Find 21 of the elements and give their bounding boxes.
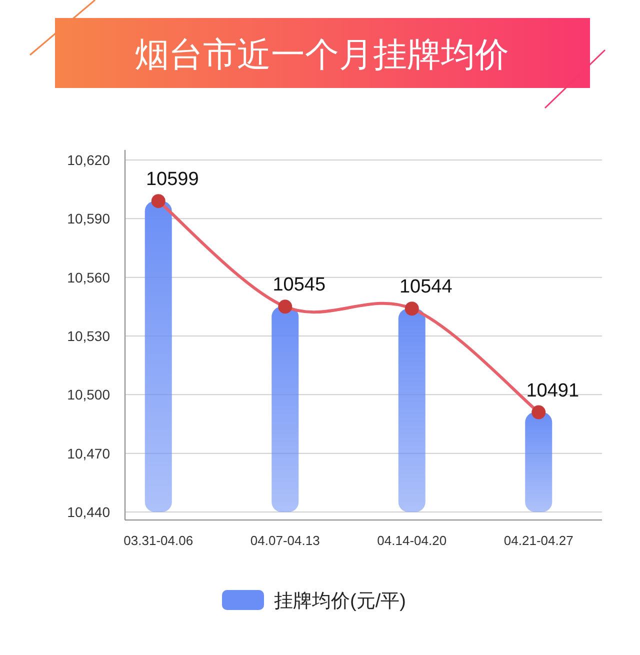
y-tick-label: 10,530 — [67, 328, 110, 344]
chart-title: 烟台市近一个月挂牌均价 — [135, 36, 509, 74]
y-tick-label: 10,560 — [67, 269, 110, 286]
point — [151, 194, 166, 208]
y-tick-label: 10,440 — [67, 504, 110, 520]
data-label: 10545 — [272, 274, 326, 296]
point — [278, 300, 292, 314]
x-tick-label: 04.21-04.27 — [504, 533, 574, 548]
data-label: 10491 — [526, 380, 580, 402]
y-tick-label: 10,500 — [67, 386, 110, 403]
y-tick-label: 10,620 — [67, 152, 110, 168]
y-tick-label: 10,590 — [67, 210, 110, 227]
legend-label: 挂牌均价(元/平) — [274, 591, 406, 612]
point — [532, 405, 546, 420]
point — [404, 302, 419, 316]
data-label: 10599 — [146, 169, 199, 190]
x-tick-label: 04.14-04.20 — [377, 533, 447, 548]
x-tick-label: 04.07-04.13 — [250, 533, 320, 548]
data-label: 10544 — [399, 276, 453, 298]
y-tick-label: 10,470 — [67, 445, 110, 462]
x-tick-label: 03.31-04.06 — [124, 533, 194, 548]
